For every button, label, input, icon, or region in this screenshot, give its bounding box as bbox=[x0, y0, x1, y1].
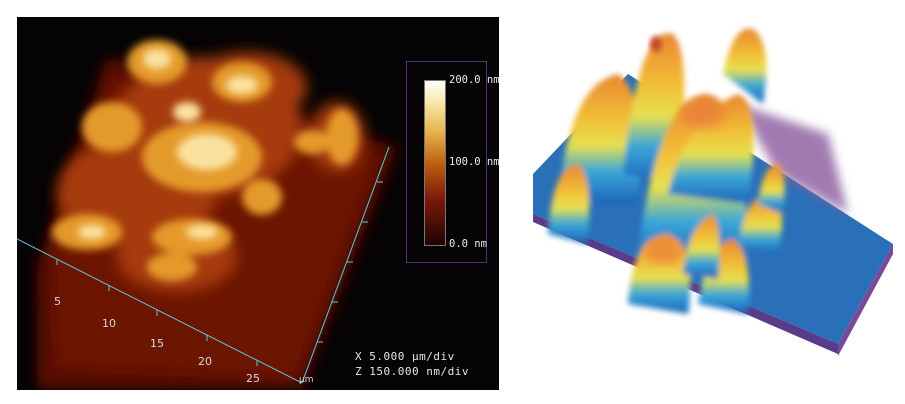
scale-z-label: Z 150.000 nm/div bbox=[355, 365, 469, 378]
colorbar-mid-label: 100.0 nm bbox=[449, 156, 499, 168]
axis-tick-20: 20 bbox=[198, 355, 212, 368]
cropped-caption bbox=[0, 390, 905, 404]
afm-height-map bbox=[17, 40, 397, 389]
axis-tick-25: 25 bbox=[246, 372, 260, 385]
axis-tick-10: 10 bbox=[102, 317, 116, 330]
axis-unit: µm bbox=[299, 375, 314, 385]
afm-3d-render bbox=[508, 14, 896, 388]
y-axis-line bbox=[301, 146, 390, 384]
afm-topography-image: 5 10 15 20 25 µm 200.0 nm 100.0 nm 0.0 n… bbox=[17, 17, 499, 390]
colorbar-top-label: 200.0 nm bbox=[449, 74, 499, 86]
x-axis-line bbox=[17, 238, 303, 384]
3d-surface-icon bbox=[533, 28, 893, 356]
colorbar-bottom-label: 0.0 nm bbox=[449, 238, 487, 250]
axis-tick-15: 15 bbox=[150, 337, 164, 350]
axis-tick-5: 5 bbox=[54, 295, 61, 308]
colorbar-gradient bbox=[424, 80, 446, 246]
scale-x-label: X 5.000 µm/div bbox=[355, 350, 455, 363]
height-colorbar: 200.0 nm 100.0 nm 0.0 nm bbox=[406, 61, 499, 263]
